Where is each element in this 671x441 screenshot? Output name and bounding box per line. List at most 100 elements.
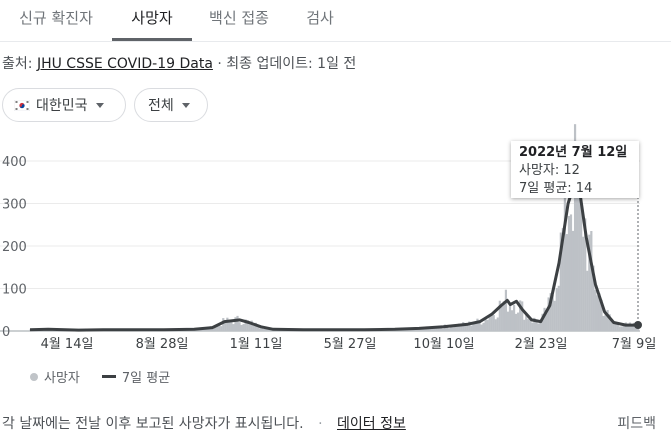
death-bar [596,295,599,331]
death-bar [610,319,613,331]
death-bar [214,326,217,331]
death-bar [435,328,438,331]
death-bar [514,313,518,331]
death-bar [537,323,540,331]
death-bar [608,314,611,331]
death-bar [216,324,219,331]
death-bar [437,326,440,331]
death-bar [637,327,640,331]
death-bar [563,175,566,331]
death-bar [582,236,585,331]
death-bar [508,305,512,331]
x-tick-label: 4월 14일 [41,337,94,352]
period-filter-chip[interactable]: 전체 [134,88,208,122]
death-bar [622,325,625,331]
death-bar [606,310,609,331]
death-bar [565,234,569,331]
last-updated: 최종 업데이트: 1일 전 [226,56,357,72]
death-bar [553,300,556,331]
y-tick-label: 200 [2,240,27,255]
line-legend-icon [101,375,116,378]
death-bar [254,322,257,331]
death-bar [510,310,514,331]
feedback-link[interactable]: 피드백 [617,416,656,432]
death-bar [571,230,575,331]
death-bar [628,322,632,331]
death-bar [500,305,503,331]
source-link[interactable]: JHU CSSE COVID-19 Data [36,56,213,72]
country-filter-label: 대한민국 [36,98,88,114]
death-bar [433,328,436,331]
death-bar [476,318,479,331]
death-bar [212,328,215,331]
death-bar [578,151,581,331]
chart-legend: 사망자 7일 평균 [30,367,170,386]
y-tick-label: 400 [2,155,27,170]
death-bar [218,324,221,331]
x-tick-label: 7월 9일 [612,337,657,352]
tab-new-cases[interactable]: 신규 확진자 [19,9,93,27]
death-bar [545,313,548,331]
tab-tests[interactable]: 검사 [306,9,334,27]
death-bar [632,322,636,331]
death-bar [258,328,261,331]
death-bar [590,230,593,331]
death-bar [592,265,595,331]
death-bar [533,317,536,331]
death-bar [602,315,605,331]
death-bar [523,319,526,331]
death-bar [561,228,564,331]
death-bar [236,315,239,331]
death-bar [573,124,577,331]
death-bar [224,321,227,331]
death-bar [468,321,471,331]
death-bar [222,318,225,331]
country-filter-chip[interactable]: 대한민국 [2,88,126,122]
death-bar [525,312,528,331]
death-bar [478,320,481,331]
death-bar [256,327,259,331]
tooltip-deaths: 사망자: 12 [519,163,580,178]
y-tick-label: 100 [2,283,27,298]
death-bar [555,288,558,331]
death-bar [464,323,467,331]
hover-point [634,321,642,329]
death-bar [226,317,229,331]
death-bar [453,324,457,331]
death-bar [482,322,485,331]
death-bar [244,319,247,331]
death-bar [614,321,617,331]
death-bar [246,320,249,331]
death-bar [456,326,459,331]
death-bar [586,270,589,331]
death-bar [248,321,251,331]
chart-tooltip: 2022년 7월 12일 사망자: 12 7일 평균: 14 [511,141,639,198]
death-bar [474,323,477,331]
death-bar [220,326,223,331]
death-bar [492,315,495,331]
tooltip-average: 7일 평균: 14 [519,181,593,196]
tab-vaccination[interactable]: 백신 접종 [209,9,269,27]
death-bar [421,328,424,331]
death-bar [502,301,505,331]
death-bar [240,324,243,331]
tab-deaths[interactable]: 사망자 [112,0,192,41]
deaths-chart[interactable]: 0 100 200 300 400 4월 14일 8월 28일 1월 11일 5월 27일 10… [0,0,671,360]
death-bar [598,293,601,331]
death-bar [504,289,508,331]
seven-day-average-line [29,182,638,332]
death-bar [449,326,453,331]
x-tick-label: 5월 27일 [324,337,377,352]
x-tick-label: 1월 11일 [230,337,283,352]
death-bar [242,324,245,331]
death-bar [260,328,264,331]
death-bar [551,294,554,331]
death-bar [447,328,451,331]
x-tick-label: 2월 23일 [515,337,568,352]
death-bar [498,300,501,331]
footer: 각 날짜에는 전날 이후 보고된 사망자가 표시됩니다. · 데이터 정보 피드… [2,413,670,433]
period-filter-label: 전체 [148,98,174,114]
data-info-link[interactable]: 데이터 정보 [337,416,406,432]
death-bar [439,327,442,331]
death-bar [517,312,520,331]
